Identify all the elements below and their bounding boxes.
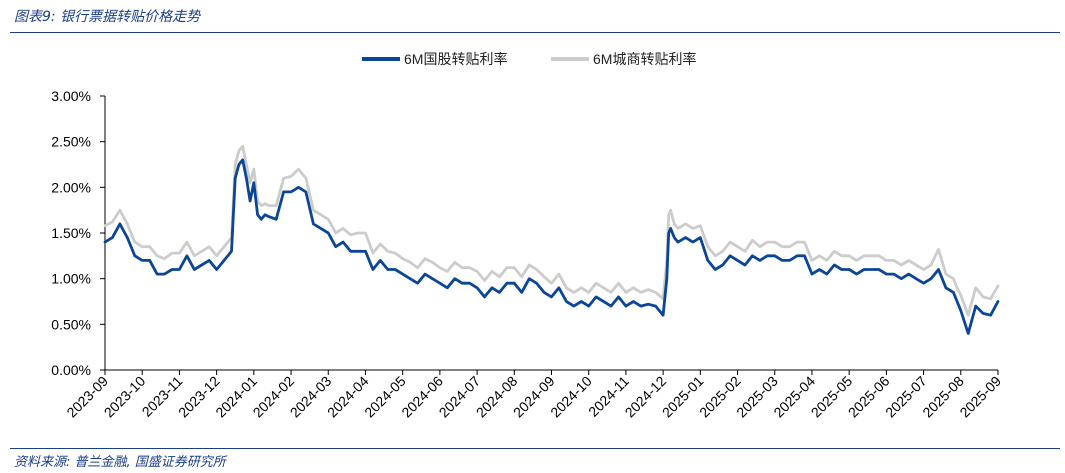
series-line-state-joint <box>103 158 1000 335</box>
y-tick-label: 0.00% <box>51 362 91 378</box>
x-tick-label: 2023-10 <box>101 373 149 421</box>
header-rule <box>10 32 1060 33</box>
footer-rule <box>10 448 1060 449</box>
legend-label-series-2: 6M城商转贴利率 <box>593 51 696 67</box>
y-tick-label: 0.50% <box>51 316 91 332</box>
legend-label-series-1: 6M国股转贴利率 <box>404 51 507 67</box>
x-tick-label: 2024-10 <box>547 373 595 421</box>
y-tick-label: 1.00% <box>51 271 91 287</box>
series-lines <box>103 144 1000 335</box>
x-tick-label: 2025-09 <box>956 373 1004 421</box>
legend: 6M国股转贴利率 6M城商转贴利率 <box>362 51 696 67</box>
figure-title: 图表9: 银行票据转贴价格走势 <box>14 9 201 25</box>
source-note: 资料来源: 普兰金融, 国盛证券研究所 <box>14 455 226 470</box>
y-tick-label: 3.00% <box>51 88 91 104</box>
y-tick-label: 2.50% <box>51 134 91 150</box>
chart-header: 图表9: 银行票据转贴价格走势 <box>0 0 1065 34</box>
y-tick-label: 2.00% <box>51 179 91 195</box>
y-tick-label: 1.50% <box>51 225 91 241</box>
series-line-city-commercial <box>103 144 1000 317</box>
